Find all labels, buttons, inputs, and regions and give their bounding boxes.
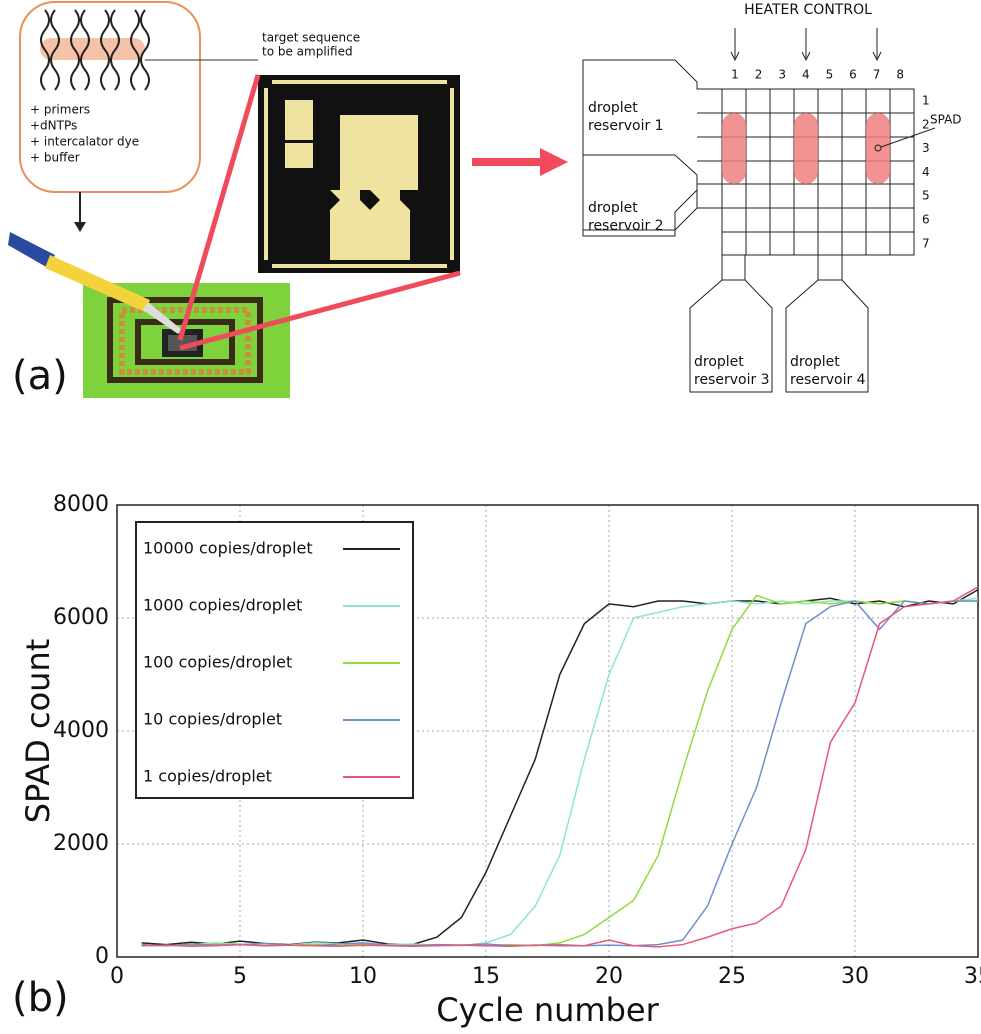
x-tick-label: 5 xyxy=(233,964,247,989)
row-label: 5 xyxy=(922,189,930,203)
reservoir-label: reservoir 2 xyxy=(588,218,664,234)
reservoir-label: droplet xyxy=(790,354,840,370)
y-tick-label: 0 xyxy=(95,944,109,969)
reagent: + buffer xyxy=(30,151,80,165)
reservoir-label: droplet xyxy=(694,354,744,370)
heater-title: HEATER CONTROL xyxy=(744,2,872,18)
device-outline xyxy=(582,59,915,393)
row-label: 6 xyxy=(922,213,930,227)
legend-label: 10 copies/droplet xyxy=(143,710,282,729)
x-tick-label: 30 xyxy=(841,964,869,989)
heater-zones xyxy=(722,113,890,184)
series-line xyxy=(141,586,979,948)
column-label: 8 xyxy=(896,68,904,82)
arrowhead xyxy=(74,222,86,232)
x-tick-label: 25 xyxy=(718,964,746,989)
x-tick-label: 20 xyxy=(595,964,623,989)
annotation: to be amplified xyxy=(262,45,353,59)
y-axis-title: SPAD count xyxy=(19,639,57,824)
main-arrow xyxy=(472,148,568,176)
legend-label: 10000 copies/droplet xyxy=(143,539,313,558)
pipette xyxy=(8,232,182,334)
x-tick-label: 15 xyxy=(472,964,500,989)
spad-label: SPAD xyxy=(930,113,962,127)
heater-arrows xyxy=(730,28,882,62)
column-label: 2 xyxy=(755,68,763,82)
y-tick-label: 6000 xyxy=(53,605,109,630)
panel-label: (a) xyxy=(12,353,68,399)
reagent: + primers xyxy=(30,103,90,117)
series-line xyxy=(141,600,978,947)
legend-label: 100 copies/droplet xyxy=(143,653,292,672)
column-label: 7 xyxy=(873,68,881,82)
dna-strands xyxy=(40,9,150,91)
y-tick-label: 2000 xyxy=(53,831,109,856)
zoom-lines xyxy=(177,74,461,351)
spad-pointer xyxy=(880,127,936,148)
reservoir-label: droplet xyxy=(588,200,638,216)
column-label: 6 xyxy=(849,68,857,82)
y-tick-label: 4000 xyxy=(53,718,109,743)
reagent: + intercalator dye xyxy=(30,135,139,149)
reservoir-label: droplet xyxy=(588,100,638,116)
legend-box xyxy=(135,521,414,799)
row-label: 3 xyxy=(922,141,930,155)
column-label: 3 xyxy=(778,68,786,82)
row-label: 4 xyxy=(922,165,930,179)
annotation: target sequence xyxy=(262,31,360,45)
panel-label: (b) xyxy=(12,975,69,1021)
reservoir-label: reservoir 3 xyxy=(694,372,770,388)
x-tick-label: 35 xyxy=(964,964,981,989)
plot-frame xyxy=(116,504,979,958)
reservoir-label: reservoir 4 xyxy=(790,372,866,388)
legend-label: 1 copies/droplet xyxy=(143,767,272,786)
legend-label: 1000 copies/droplet xyxy=(143,596,302,615)
chip-coils xyxy=(107,297,263,383)
x-tick-label: 10 xyxy=(349,964,377,989)
row-label: 2 xyxy=(922,117,930,131)
reagent: +dNTPs xyxy=(30,119,77,133)
column-label: 4 xyxy=(802,68,810,82)
row-label: 7 xyxy=(922,236,930,250)
x-axis-title: Cycle number xyxy=(436,991,659,1029)
chip-electrodes xyxy=(264,80,454,268)
column-label: 5 xyxy=(826,68,834,82)
spad-sensor xyxy=(874,144,882,152)
x-tick-label: 0 xyxy=(110,964,124,989)
column-label: 1 xyxy=(731,68,739,82)
y-tick-label: 8000 xyxy=(53,492,109,517)
row-label: 1 xyxy=(922,94,930,108)
reservoir-label: reservoir 1 xyxy=(588,118,664,134)
